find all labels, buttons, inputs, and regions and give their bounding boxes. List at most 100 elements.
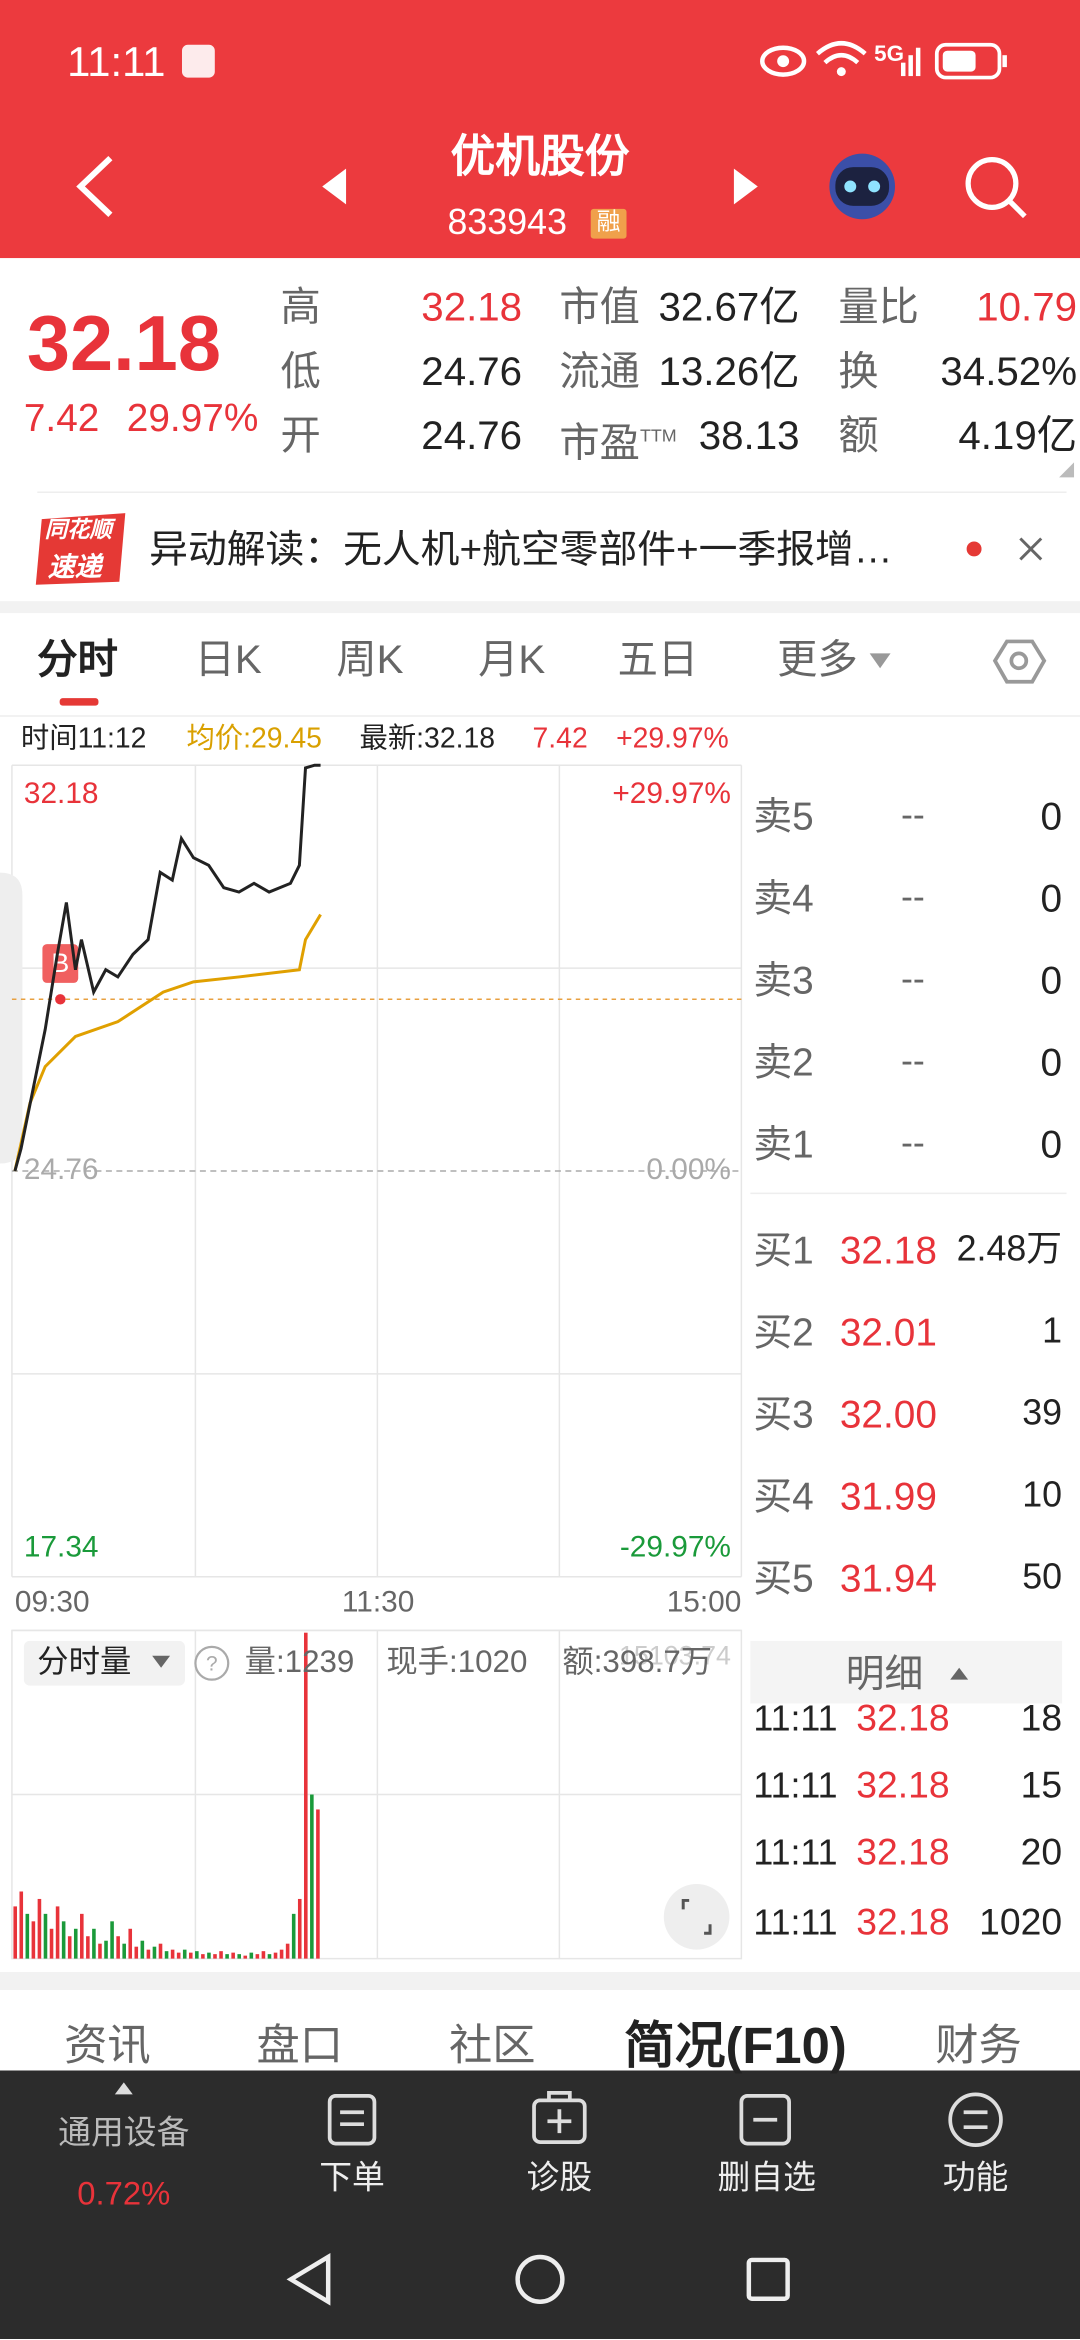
volume-bar (128, 1928, 133, 1959)
chart-tab[interactable]: 更多 (777, 637, 858, 682)
trade-price: 32.18 (856, 1902, 950, 1945)
chart-tab[interactable]: 五日 (617, 637, 699, 682)
chart-tab[interactable]: 月K (478, 637, 546, 682)
settings-button[interactable] (992, 639, 1047, 684)
fullscreen-button[interactable] (663, 1884, 730, 1950)
separator (0, 1972, 1080, 1990)
news-headline[interactable]: 异动解读：无人机+航空零部件+一季报增… (149, 526, 893, 571)
battery-icon (942, 50, 976, 72)
ask-label: 卖2 (753, 1039, 814, 1085)
info-tab[interactable]: 资讯 (64, 2022, 151, 2071)
volume-bar (19, 1891, 24, 1959)
stock-name: 优机股份 (450, 133, 630, 183)
stat-label: 开 (280, 413, 321, 459)
ask-volume: 0 (1040, 875, 1063, 921)
close-news[interactable] (1019, 537, 1043, 561)
pct-tick-label: 0.00% (646, 1153, 731, 1186)
volume-selector-label[interactable]: 分时量 (37, 1645, 132, 1680)
sector-name[interactable]: 通用设备 (58, 2114, 190, 2152)
dropdown-arrow (869, 653, 891, 669)
ask-price: -- (900, 1041, 925, 1082)
info-latest: 最新:32.18 (359, 723, 495, 755)
bottom-nav (0, 2070, 1080, 2340)
bid-volume: 50 (1022, 1557, 1063, 1598)
stat-label: 高 (280, 285, 321, 330)
volume-bar (170, 1949, 175, 1959)
volume-bar (201, 1954, 205, 1959)
ask-label: 卖1 (753, 1121, 814, 1167)
ask-volume: 0 (1040, 957, 1063, 1003)
info-tab[interactable]: 简况(F10) (624, 2017, 847, 2075)
stat-label-sup: TTM (639, 425, 677, 447)
trade-marker (42, 944, 79, 983)
nav-item[interactable]: 诊股 (526, 2158, 593, 2197)
volume-bar (267, 1954, 272, 1959)
battery-icon (1002, 55, 1007, 68)
ask-volume: 0 (1040, 793, 1063, 838)
system-recents[interactable] (746, 2257, 790, 2301)
search-button (1008, 199, 1027, 219)
stat-label: 市盈TTM (559, 420, 677, 466)
volume-now: 量:1239 (244, 1645, 355, 1680)
settings-button (1009, 651, 1029, 671)
volume-bar (49, 1928, 54, 1959)
y-tick-label: 17.34 (24, 1530, 99, 1563)
stock-code: 833943 (447, 202, 567, 244)
volume-bar (31, 1921, 36, 1959)
volume-selector[interactable] (23, 1640, 185, 1686)
bid-label: 买4 (753, 1473, 814, 1519)
search-button[interactable] (965, 157, 1019, 210)
avg-price-line (13, 913, 322, 1172)
volume-bar (152, 1946, 157, 1959)
app-icon (181, 44, 215, 78)
ask-price: -- (900, 877, 925, 918)
order-icon (340, 2110, 364, 2127)
tab-indicator (59, 698, 99, 706)
volume-bar (316, 1809, 320, 1959)
x-tick-label: 15:00 (667, 1585, 742, 1618)
volume-bar (249, 1952, 254, 1959)
volume-bar (116, 1936, 120, 1959)
volume-bar (37, 1898, 42, 1959)
volume-bar (13, 1906, 18, 1959)
volume-bar (304, 1632, 308, 1959)
volume-bar (164, 1951, 169, 1959)
info-tab[interactable]: 盘口 (256, 2022, 344, 2071)
side-widget[interactable] (0, 872, 23, 1164)
trade-price: 32.18 (856, 1765, 950, 1808)
remove-icon (739, 2093, 791, 2146)
detail-header[interactable] (750, 1640, 1063, 1704)
chart-tab[interactable]: 分时 (37, 637, 118, 682)
volume-current: 现手:1020 (386, 1645, 528, 1680)
system-back[interactable] (286, 2253, 331, 2306)
volume-bar (195, 1951, 199, 1959)
info-tab[interactable]: 财务 (935, 2022, 1022, 2071)
chart-tab[interactable]: 周K (336, 637, 404, 682)
nav-item[interactable]: 功能 (942, 2158, 1009, 2197)
next-stock[interactable] (733, 168, 758, 205)
prev-stock[interactable] (322, 168, 347, 205)
stat-label: 市值 (559, 285, 640, 330)
volume-bar (255, 1954, 260, 1959)
nav-item[interactable]: 删自选 (717, 2158, 816, 2197)
info-tab[interactable]: 社区 (448, 2022, 536, 2071)
volume-bar (231, 1952, 235, 1959)
bid-volume: 10 (1022, 1475, 1063, 1516)
news-logo (35, 513, 126, 585)
chart-frame (11, 765, 743, 1960)
volume-bar (92, 1928, 96, 1959)
expand-corner[interactable] (1059, 462, 1075, 478)
system-home[interactable] (515, 2254, 565, 2304)
wifi-icon (815, 41, 867, 65)
help-icon[interactable] (194, 1645, 230, 1681)
nav-item[interactable]: 下单 (319, 2158, 385, 2197)
x-tick-label: 11:30 (342, 1585, 414, 1618)
price-change: 7.42 (23, 394, 100, 440)
stat-label: 量比 (838, 285, 919, 330)
detail-title[interactable]: 明细 (845, 1650, 924, 1696)
chart-tab[interactable]: 日K (194, 637, 262, 682)
eye-icon (777, 55, 790, 68)
back-button[interactable] (76, 155, 113, 217)
